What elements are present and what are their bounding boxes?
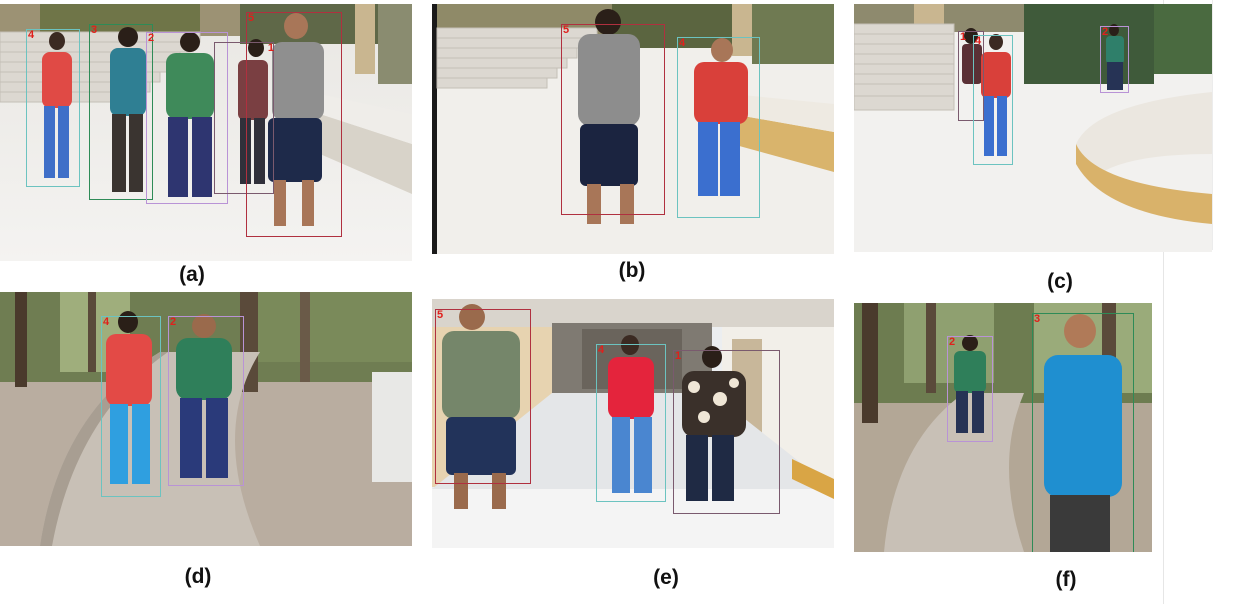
track-id-label: 1: [675, 350, 682, 362]
track-id-label: 2: [170, 316, 177, 328]
photo-panel-d: 4 2: [0, 292, 412, 546]
photo-scene-curved-wall: [854, 4, 1212, 252]
caption-f: (f): [1055, 568, 1077, 591]
photo-panel-f: 2 3: [854, 303, 1152, 552]
photo-panel-a: 4 3 2 1 5: [0, 4, 412, 261]
detection-box-5: 5: [561, 24, 665, 215]
photo-scene-steps: [432, 4, 834, 254]
track-id-label: 4: [975, 35, 982, 47]
track-id-label: 1: [267, 42, 274, 54]
detection-box-2: 2: [947, 336, 993, 442]
page-edge-top: [1212, 0, 1213, 250]
photo-scene-park-path: [854, 303, 1152, 552]
photo-scene-park-path: [0, 292, 412, 546]
detection-box-2: 2: [1100, 26, 1129, 93]
caption-d: (d): [184, 565, 212, 588]
track-id-label: 5: [248, 12, 255, 24]
detection-box-2: 2: [146, 32, 228, 204]
track-id-label: 4: [679, 37, 686, 49]
detection-box-5: 5: [246, 12, 342, 237]
caption-b: (b): [618, 259, 646, 282]
detection-box-1: 1: [958, 31, 984, 121]
track-id-label: 4: [598, 344, 605, 356]
detection-box-4: 4: [101, 316, 161, 497]
photo-panel-c: 1 4 2: [854, 4, 1212, 252]
caption-c: (c): [1047, 270, 1073, 293]
track-id-label: 3: [1034, 313, 1041, 325]
track-id-label: 4: [28, 29, 35, 41]
detection-box-4: 4: [596, 344, 666, 502]
detection-box-4: 4: [677, 37, 760, 218]
track-id-label: 2: [148, 32, 155, 44]
photo-scene-steps: [0, 4, 412, 261]
detection-box-3: 3: [89, 24, 153, 200]
detection-box-1: 1: [214, 42, 274, 194]
page-edge: [1163, 0, 1164, 604]
track-id-label: 1: [960, 31, 967, 43]
detection-box-5: 5: [435, 309, 531, 484]
track-id-label: 3: [91, 24, 98, 36]
detection-box-4: 4: [973, 35, 1013, 165]
detection-box-1: 1: [673, 350, 780, 514]
track-id-label: 2: [1102, 26, 1109, 38]
track-id-label: 5: [437, 309, 444, 321]
track-id-label: 2: [949, 336, 956, 348]
caption-e: (e): [653, 566, 679, 589]
photo-panel-e: 5 4 1: [432, 299, 834, 548]
track-id-label: 5: [563, 24, 570, 36]
detection-box-3: 3: [1032, 313, 1134, 552]
photo-scene-indoor-corridor: [432, 299, 834, 548]
caption-a: (a): [179, 263, 205, 286]
detection-box-4: 4: [26, 29, 80, 187]
track-id-label: 4: [103, 316, 110, 328]
detection-box-2: 2: [168, 316, 244, 486]
photo-panel-b: 5 4: [432, 4, 834, 254]
